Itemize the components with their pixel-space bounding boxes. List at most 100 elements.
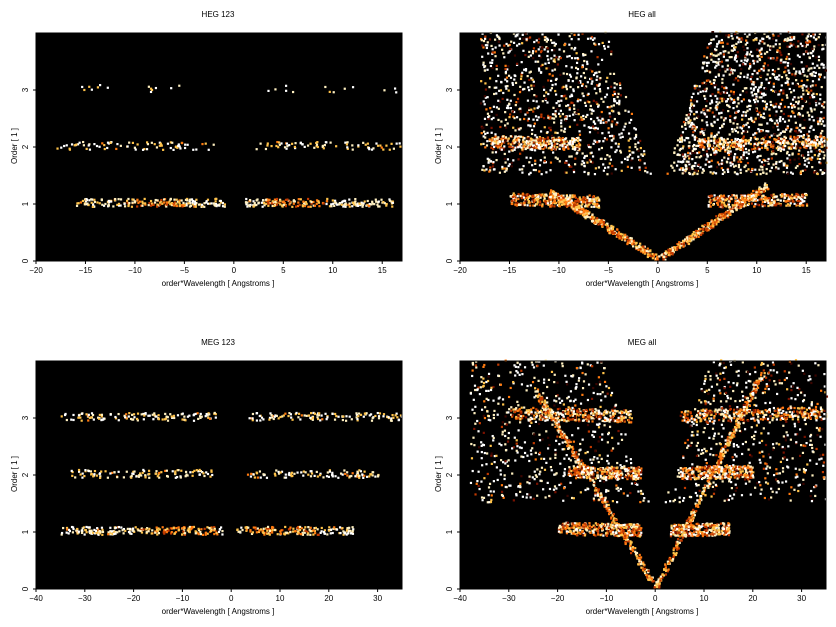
heatmap-cell	[747, 139, 750, 142]
heatmap-cell	[155, 146, 159, 149]
heatmap-cell	[801, 86, 804, 90]
heatmap-cell	[581, 64, 584, 67]
heatmap-cell	[597, 63, 600, 66]
heatmap-cell	[509, 106, 512, 110]
heatmap-cell	[764, 140, 768, 143]
heatmap-cell	[734, 32, 737, 35]
heatmap-cell	[249, 198, 252, 202]
heatmap-cell	[550, 49, 554, 52]
heatmap-cell	[398, 142, 401, 145]
heatmap-cell	[696, 144, 700, 147]
heatmap-cell	[704, 82, 708, 85]
heatmap-cell	[181, 205, 184, 208]
heatmap-cell	[682, 245, 685, 248]
heatmap-cell	[572, 104, 576, 107]
heatmap-cell	[73, 144, 76, 147]
heatmap-cell	[795, 45, 798, 48]
heatmap-cell	[551, 201, 555, 204]
heatmap-cell	[533, 107, 536, 110]
heatmap-cell	[790, 91, 793, 94]
heatmap-cell	[563, 130, 566, 133]
heatmap-cell	[586, 62, 589, 66]
heatmap-cell	[569, 140, 572, 143]
heatmap-cell	[714, 83, 718, 87]
heatmap-cell	[769, 45, 772, 48]
heatmap-cell	[589, 199, 592, 203]
heatmap-cell	[718, 126, 722, 130]
heatmap-cell	[701, 130, 704, 133]
heatmap-cell	[709, 41, 712, 45]
heatmap-cell	[701, 144, 705, 147]
heatmap-cell	[734, 129, 737, 133]
heatmap-cell	[733, 69, 736, 72]
heatmap-cell	[763, 196, 767, 200]
heatmap-cell	[794, 147, 797, 150]
heatmap-cell	[531, 200, 534, 203]
heatmap-cell	[752, 151, 755, 154]
heatmap-cell	[727, 51, 730, 54]
heatmap-cell	[772, 150, 775, 153]
heatmap-cell	[131, 201, 134, 204]
heatmap-cell	[504, 138, 507, 141]
heatmap-cell	[709, 107, 712, 110]
heatmap-cell	[550, 134, 554, 138]
heatmap-cell	[587, 92, 590, 95]
heatmap-cell	[795, 70, 798, 73]
heatmap-cell	[637, 141, 640, 144]
heatmap-cell	[693, 113, 696, 116]
heatmap-cell	[783, 135, 786, 138]
heatmap-cell	[524, 200, 527, 203]
heatmap-cell	[503, 145, 506, 148]
heatmap-cell	[711, 172, 714, 175]
heatmap-cell	[368, 148, 371, 151]
heatmap-cell	[664, 258, 667, 261]
heatmap-cell	[582, 209, 585, 212]
heatmap-cell	[315, 199, 319, 202]
heatmap-cell	[325, 200, 329, 203]
heatmap-cell	[696, 151, 699, 155]
heatmap-cell	[583, 155, 587, 158]
heatmap-cell	[586, 201, 589, 205]
x-tick-label: −5	[604, 266, 614, 275]
heatmap-cell	[623, 157, 627, 161]
heatmap-cell	[577, 112, 580, 116]
heatmap-cell	[531, 128, 534, 132]
heatmap-cell	[764, 182, 767, 185]
heatmap-cell	[725, 86, 728, 90]
heatmap-cell	[522, 164, 525, 168]
heatmap-cell	[558, 147, 561, 151]
heatmap-cell	[502, 91, 505, 95]
heatmap-cell	[792, 111, 795, 114]
heatmap-cell	[171, 204, 174, 207]
heatmap-cell	[765, 184, 768, 187]
heatmap-cell	[746, 47, 749, 50]
heatmap-cell	[551, 138, 554, 141]
heatmap-cell	[787, 77, 790, 81]
heatmap-cell	[691, 164, 694, 168]
heatmap-cell	[374, 198, 377, 201]
heatmap-cell	[764, 108, 767, 111]
heatmap-cell	[681, 131, 685, 134]
heatmap-cell	[562, 139, 565, 142]
heatmap-cell	[685, 160, 688, 163]
heatmap-cell	[796, 146, 799, 149]
heatmap-cell	[559, 201, 562, 204]
heatmap-cell	[495, 86, 498, 89]
heatmap-cell	[81, 85, 84, 89]
heatmap-cell	[802, 89, 805, 92]
heatmap-cell	[783, 105, 787, 108]
heatmap-cell	[184, 143, 187, 146]
heatmap-cell	[800, 95, 803, 98]
heatmap-cell	[823, 172, 826, 175]
heatmap-cell	[494, 38, 497, 41]
heatmap-cell	[514, 203, 517, 206]
heatmap-cell	[799, 72, 802, 75]
heatmap-cell	[737, 163, 741, 167]
heatmap-cell	[377, 205, 380, 208]
heatmap-cell	[811, 84, 814, 87]
heatmap-cell	[721, 85, 724, 88]
heatmap-cell	[123, 205, 127, 208]
heatmap-cell	[288, 200, 291, 203]
heatmap-cell	[700, 144, 703, 147]
heatmap-cell	[493, 168, 496, 171]
